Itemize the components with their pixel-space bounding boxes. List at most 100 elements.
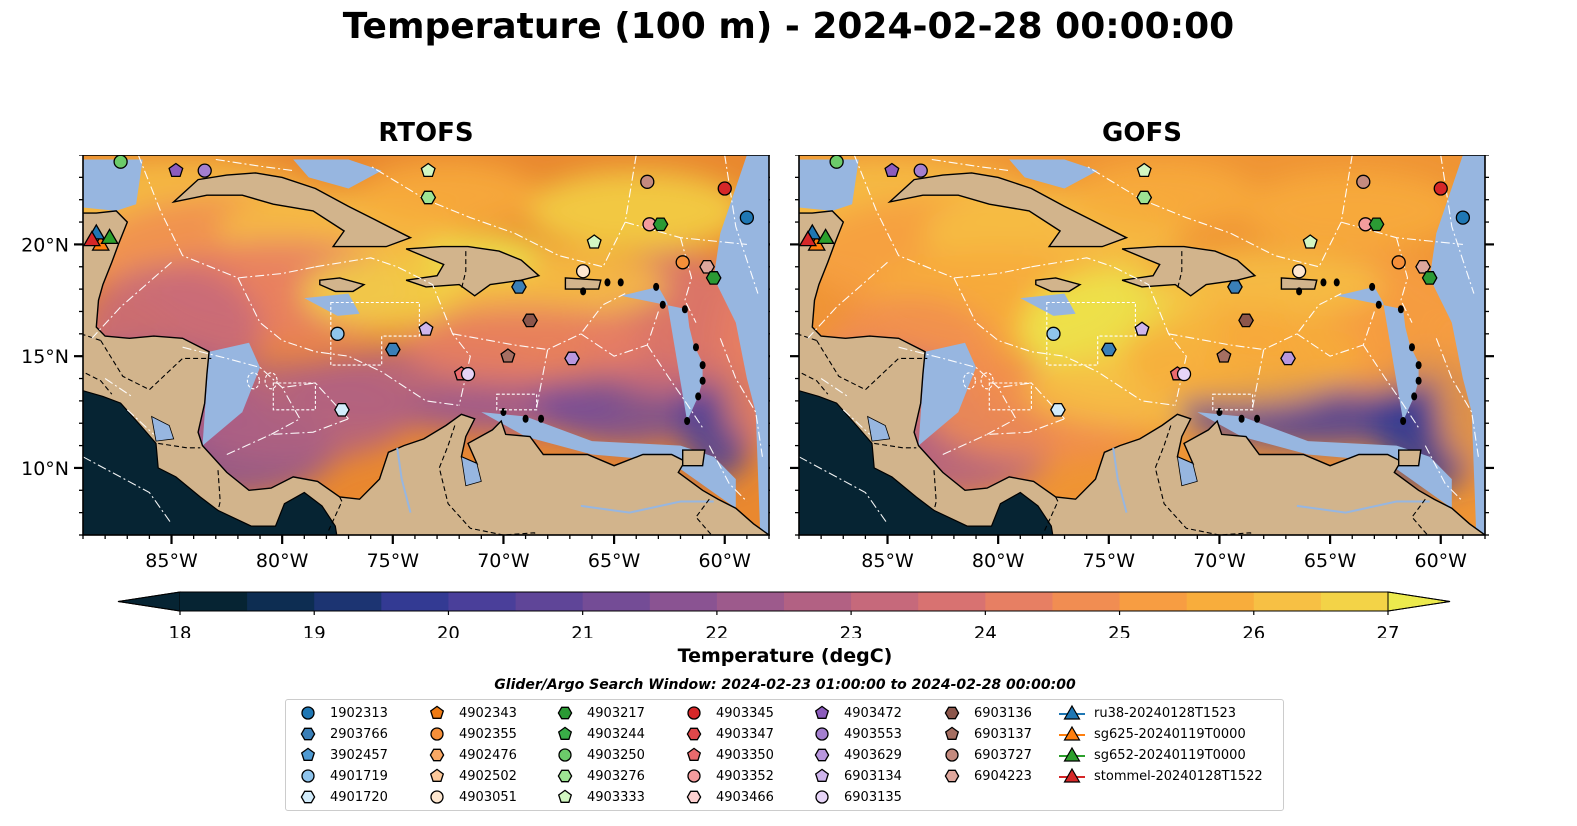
legend-marker xyxy=(557,769,573,783)
legend-label: 3902457 xyxy=(330,747,388,763)
colorbar-segment xyxy=(247,592,315,611)
legend-marker-icon xyxy=(944,726,960,740)
legend-label: 4901720 xyxy=(330,789,388,805)
float-marker-4903345 xyxy=(1433,181,1448,196)
legend-marker-icon xyxy=(557,789,573,803)
legend-label: 6903134 xyxy=(844,768,902,784)
lat-tick-label: 10°N xyxy=(21,458,69,480)
legend-marker xyxy=(557,726,573,740)
legend-label: 4903466 xyxy=(716,789,774,805)
legend-item: 4901719 xyxy=(294,766,388,786)
colorbar-tick-label: 22 xyxy=(705,623,728,638)
float-marker-4901720 xyxy=(1050,402,1066,417)
float-marker-4903345 xyxy=(717,181,732,196)
colorbar-segment xyxy=(448,592,517,611)
legend-marker-icon xyxy=(687,769,701,783)
lon-tick-label: 65°W xyxy=(588,550,641,572)
legend-marker xyxy=(429,748,445,762)
legend-marker xyxy=(429,705,445,719)
float-marker-6903136 xyxy=(1238,313,1254,328)
legend-marker xyxy=(300,747,316,761)
legend-item: 4902355 xyxy=(423,724,517,744)
float-marker-4903276 xyxy=(420,190,437,205)
figure-title: Temperature (100 m) - 2024-02-28 00:00:0… xyxy=(342,6,1235,47)
float-marker-2903766 xyxy=(1227,280,1243,294)
float-marker-4901719 xyxy=(1046,326,1061,341)
float-marker-4902355 xyxy=(1391,255,1406,270)
legend-marker-icon xyxy=(1059,704,1085,720)
map-frame xyxy=(82,155,770,536)
legend-marker xyxy=(300,727,316,741)
legend-item: 1902313 xyxy=(294,703,388,723)
float-marker-6903134 xyxy=(418,321,434,336)
legend-marker-icon xyxy=(300,790,316,804)
legend-item: 4903350 xyxy=(680,745,774,765)
legend-item: sg652-20240119T0000 xyxy=(1058,745,1246,765)
colorbar-segment xyxy=(784,592,852,611)
glider-marker-sg652-20240119T0000 xyxy=(816,228,835,245)
float-marker-4903250 xyxy=(113,155,128,169)
legend-marker-icon xyxy=(686,727,702,741)
legend-label: 4903350 xyxy=(716,747,774,763)
legend-marker-icon xyxy=(557,769,573,783)
float-marker-6903136 xyxy=(522,313,538,328)
lon-tick-label: 85°W xyxy=(145,550,198,572)
legend-marker xyxy=(945,748,959,762)
legend-item: 6903137 xyxy=(938,724,1032,744)
legend-item: 4903553 xyxy=(808,724,902,744)
legend-label: 4903629 xyxy=(844,747,902,763)
legend-item: 6903135 xyxy=(808,787,902,807)
colorbar-tick-label: 23 xyxy=(840,623,863,638)
legend-item: 6903136 xyxy=(938,703,1032,723)
float-marker-6903727 xyxy=(640,174,655,189)
legend-marker xyxy=(815,727,829,741)
float-marker-4903553 xyxy=(197,163,212,178)
legend-marker xyxy=(429,768,445,782)
legend-label: 4903276 xyxy=(587,768,645,784)
legend-item: 4902502 xyxy=(423,766,517,786)
float-marker-4903333 xyxy=(1302,234,1318,249)
legend-marker xyxy=(814,768,830,782)
legend-marker-icon xyxy=(430,790,444,804)
legend-label: 4901719 xyxy=(330,768,388,784)
legend-item: 4903250 xyxy=(551,745,645,765)
legend-marker xyxy=(301,769,315,783)
legend-label: 4902343 xyxy=(459,705,517,721)
colorbar-segment xyxy=(1253,592,1322,611)
legend-marker xyxy=(687,769,701,783)
colorbar-tick-label: 21 xyxy=(571,623,594,638)
lon-tick-label: 75°W xyxy=(367,550,420,572)
lon-tick-label: 60°W xyxy=(1415,550,1468,572)
legend-label: 4903250 xyxy=(587,747,645,763)
glider-marker-stommel-20240128T1522 xyxy=(83,230,102,247)
legend-label: ru38-20240128T1523 xyxy=(1094,705,1237,721)
legend-label: 4903244 xyxy=(587,726,645,742)
float-marker-6903727 xyxy=(1356,174,1371,189)
legend-item: 2903766 xyxy=(294,724,388,744)
float-marker-6903137 xyxy=(500,348,516,363)
legend-marker xyxy=(686,790,702,804)
legend-marker-icon xyxy=(557,726,573,740)
legend-marker-icon xyxy=(814,768,830,782)
float-marker-4903217 xyxy=(1368,217,1385,232)
legend-marker xyxy=(430,790,444,804)
legend-item: 4903333 xyxy=(551,787,645,807)
legend-item: 4903051 xyxy=(423,787,517,807)
float-marker-4903217 xyxy=(652,217,669,232)
float-marker-4903333 xyxy=(420,162,436,178)
legend-label: 4903051 xyxy=(459,789,517,805)
legend-marker-icon xyxy=(300,747,316,761)
legend-label: 6904223 xyxy=(974,768,1032,784)
lon-tick-label: 70°W xyxy=(477,550,530,572)
colorbar-segment xyxy=(314,592,382,611)
lon-tick-label: 80°W xyxy=(256,550,309,572)
legend-item: 4903352 xyxy=(680,766,774,786)
legend-item: 4903276 xyxy=(551,766,645,786)
legend-label: 4903352 xyxy=(716,768,774,784)
legend-label: sg652-20240119T0000 xyxy=(1094,747,1246,763)
legend-marker xyxy=(687,706,701,720)
colorbar-tick-label: 24 xyxy=(974,623,997,638)
legend-marker xyxy=(814,748,830,762)
lat-tick-label: 15°N xyxy=(21,346,69,368)
legend-marker xyxy=(557,706,573,720)
